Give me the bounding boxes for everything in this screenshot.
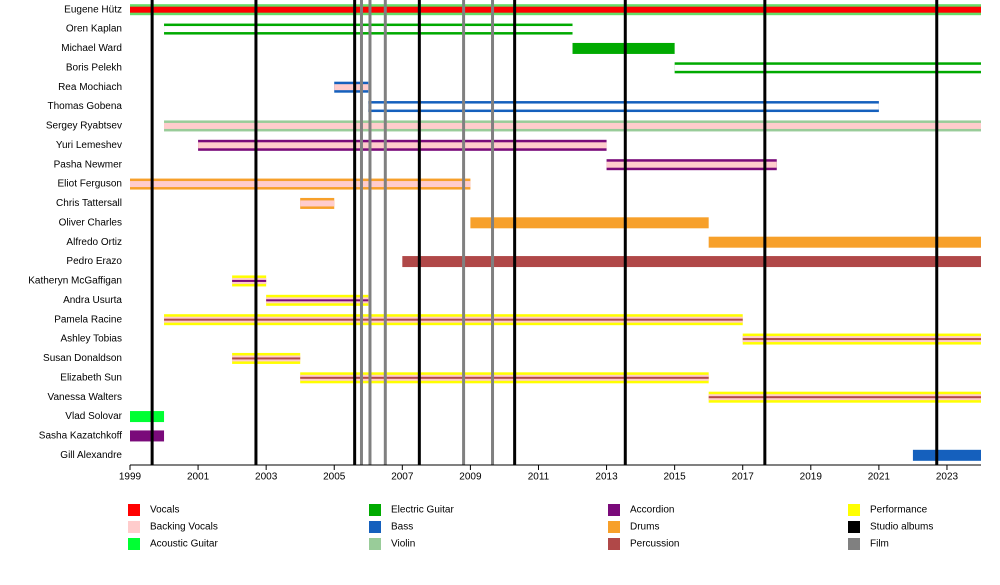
x-tick-label: 2019 [800, 472, 823, 483]
legend-swatch [369, 538, 381, 550]
bar [912, 449, 981, 461]
legend-swatch [128, 521, 140, 533]
row-label: Boris Pelekh [66, 62, 122, 73]
legend-swatch [128, 504, 140, 516]
row-label: Gill Alexandre [60, 450, 122, 461]
row-label: Vlad Solovar [65, 411, 122, 422]
x-tick-label: 1999 [119, 472, 142, 483]
row-label: Pamela Racine [54, 314, 122, 325]
legend-swatch [128, 538, 140, 550]
legend-label: Bass [391, 522, 413, 533]
legend-label: Performance [870, 505, 928, 516]
row-label: Vanessa Walters [48, 392, 122, 403]
bar [130, 181, 471, 188]
row-label: Oren Kaplan [66, 24, 122, 35]
legend-label: Vocals [150, 505, 179, 516]
row-label: Oliver Charles [59, 217, 122, 228]
x-tick-label: 2003 [255, 472, 278, 483]
row-label: Andra Usurta [63, 295, 122, 306]
row-label: Katheryn McGaffigan [28, 276, 122, 287]
row-label: Michael Ward [61, 43, 122, 54]
legend-swatch [369, 521, 381, 533]
bar [130, 411, 165, 423]
bar [674, 64, 981, 71]
legend-label: Electric Guitar [391, 505, 454, 516]
row-label: Elizabeth Sun [60, 372, 122, 383]
bar [232, 279, 267, 282]
legend-swatch [369, 504, 381, 516]
x-tick-label: 2017 [732, 472, 755, 483]
x-tick-label: 2001 [187, 472, 210, 483]
bar [232, 357, 301, 360]
x-tick-label: 2007 [391, 472, 414, 483]
row-label: Chris Tattersall [56, 198, 122, 209]
legend-swatch [848, 504, 860, 516]
bar [402, 256, 981, 268]
bar [164, 122, 982, 129]
legend-swatch [608, 521, 620, 533]
row-label: Eliot Ferguson [58, 179, 122, 190]
bar [606, 161, 777, 168]
x-tick-label: 2021 [868, 472, 891, 483]
bar [300, 376, 709, 379]
bar [198, 142, 607, 149]
bar [164, 318, 743, 321]
row-label: Pedro Erazo [66, 256, 122, 267]
row-label: Susan Donaldson [43, 353, 122, 364]
x-tick-label: 2015 [664, 472, 687, 483]
legend-label: Studio albums [870, 522, 933, 533]
legend-label: Film [870, 539, 889, 550]
legend-label: Violin [391, 539, 415, 550]
row-label: Pasha Newmer [54, 159, 123, 170]
bar [334, 84, 369, 91]
bar [300, 200, 335, 207]
x-tick-label: 2005 [323, 472, 346, 483]
row-label: Yuri Lemeshev [56, 140, 122, 151]
row-label: Eugene Hütz [64, 4, 122, 15]
legend-swatch [608, 504, 620, 516]
bar [708, 236, 981, 248]
x-tick-label: 2009 [459, 472, 482, 483]
row-label: Ashley Tobias [60, 334, 122, 345]
legend-swatch [848, 538, 860, 550]
row-label: Sasha Kazatchkoff [39, 431, 122, 442]
x-tick-label: 2013 [595, 472, 618, 483]
bar [368, 103, 879, 110]
legend-label: Drums [630, 522, 659, 533]
row-label: Alfredo Ortiz [66, 237, 122, 248]
bar [742, 338, 981, 341]
bar [708, 396, 981, 399]
row-label: Sergey Ryabtsev [46, 121, 122, 132]
bar [266, 299, 369, 302]
bar [572, 42, 675, 54]
legend-swatch [608, 538, 620, 550]
legend-label: Accordion [630, 505, 674, 516]
legend-label: Percussion [630, 539, 679, 550]
bar [130, 6, 981, 13]
legend-label: Backing Vocals [150, 522, 218, 533]
bar [164, 26, 573, 33]
x-tick-label: 2011 [528, 472, 550, 483]
row-label: Rea Mochiach [58, 82, 122, 93]
legend-swatch [848, 521, 860, 533]
bar [130, 430, 165, 442]
bar [470, 217, 709, 229]
x-tick-label: 2023 [936, 472, 959, 483]
row-label: Thomas Gobena [48, 101, 123, 112]
legend-label: Acoustic Guitar [150, 539, 218, 550]
